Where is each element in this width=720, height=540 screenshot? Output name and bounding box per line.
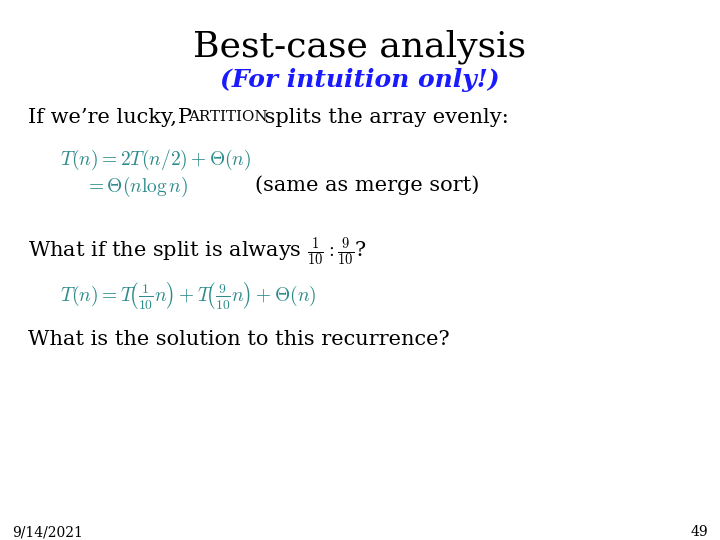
Text: ARTITION: ARTITION <box>188 110 268 124</box>
Text: What if the split is always $\frac{1}{10} : \frac{9}{10}$?: What if the split is always $\frac{1}{10… <box>28 235 367 267</box>
Text: (For intuition only!): (For intuition only!) <box>220 68 500 92</box>
Text: 9/14/2021: 9/14/2021 <box>12 525 83 539</box>
Text: Best-case analysis: Best-case analysis <box>194 30 526 64</box>
Text: splits the array evenly:: splits the array evenly: <box>258 108 509 127</box>
Text: (same as merge sort): (same as merge sort) <box>255 175 480 195</box>
Text: P: P <box>178 108 192 127</box>
Text: 49: 49 <box>690 525 708 539</box>
Text: What is the solution to this recurrence?: What is the solution to this recurrence? <box>28 330 449 349</box>
Text: $= \Theta(\mathit{n} \log \mathit{n})$: $= \Theta(\mathit{n} \log \mathit{n})$ <box>85 175 189 199</box>
Text: If we’re lucky,: If we’re lucky, <box>28 108 181 127</box>
Text: $\mathit{T}(\mathit{n}) = \mathit{T}\!\left(\frac{1}{10}\mathit{n}\right) + \mat: $\mathit{T}(\mathit{n}) = \mathit{T}\!\l… <box>60 280 317 311</box>
Text: $\mathit{T}(\mathit{n}) = 2\mathit{T}(\mathit{n}/2) + \Theta(\mathit{n})$: $\mathit{T}(\mathit{n}) = 2\mathit{T}(\m… <box>60 148 251 172</box>
